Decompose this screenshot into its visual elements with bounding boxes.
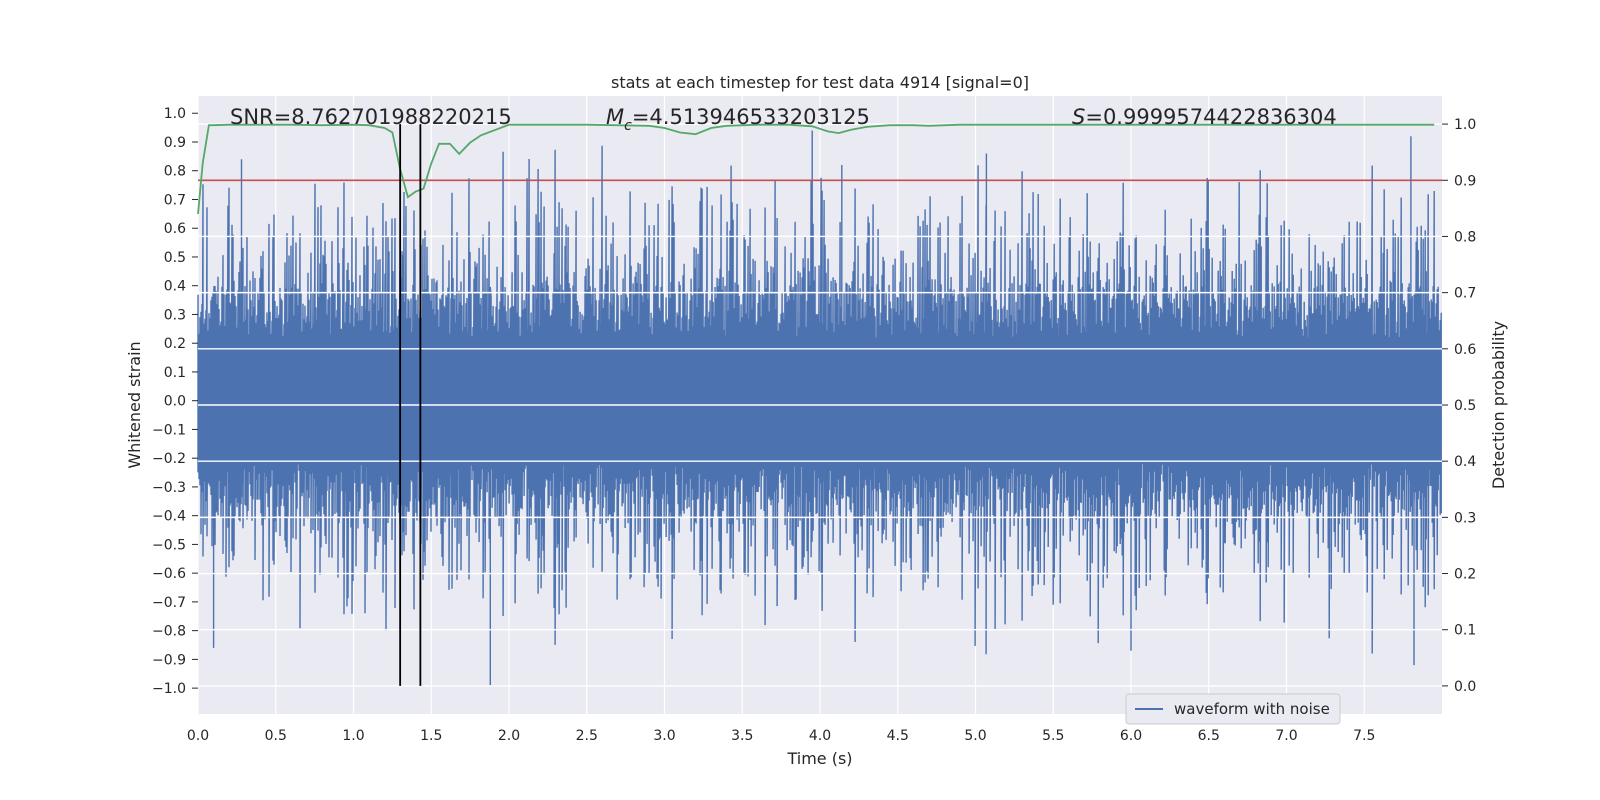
y-tick-label-right: 0.8 (1454, 229, 1476, 245)
x-tick-label: 3.0 (653, 728, 675, 744)
legend: waveform with noise (1125, 693, 1341, 725)
y-tick-label-left: −0.2 (152, 451, 186, 467)
y-tick-label-left: −0.7 (152, 595, 186, 611)
y-tick-label-left: −1.0 (152, 681, 186, 697)
y-tick-label-left: 0.2 (164, 336, 186, 352)
x-tick-label: 4.5 (887, 728, 909, 744)
y-tick-label-left: 0.4 (164, 279, 186, 295)
y-tick-label-left: −0.6 (152, 566, 186, 582)
legend-box (1125, 693, 1341, 725)
y-tick-label-right: 0.9 (1454, 173, 1476, 189)
chart-title: stats at each timestep for test data 491… (611, 73, 1029, 92)
significance-annotation: S=0.9999574422836304 (1072, 105, 1337, 129)
y-tick-label-right: 0.7 (1454, 286, 1476, 302)
x-tick-label: 0.5 (265, 728, 287, 744)
y-tick-label-right: 0.0 (1454, 679, 1476, 695)
y-tick-label-left: 0.8 (164, 164, 186, 180)
y-tick-label-left: 0.0 (164, 394, 186, 410)
x-tick-label: 4.0 (809, 728, 831, 744)
x-tick-label: 3.5 (731, 728, 753, 744)
x-tick-label: 7.0 (1275, 728, 1297, 744)
y-tick-label-left: 0.7 (164, 192, 186, 208)
x-tick-label: 5.0 (964, 728, 986, 744)
x-tick-label: 6.5 (1198, 728, 1220, 744)
x-tick-label: 6.0 (1120, 728, 1142, 744)
x-tick-label: 1.0 (342, 728, 364, 744)
snr-annotation: SNR=8.762701988220215 (230, 105, 512, 129)
y-tick-label-right: 0.4 (1454, 454, 1476, 470)
x-tick-label: 0.0 (187, 728, 209, 744)
y-tick-label-left: −0.9 (152, 652, 186, 668)
y-tick-label-right: 0.2 (1454, 567, 1476, 583)
x-tick-label: 7.5 (1353, 728, 1375, 744)
chirp-mass-annotation: Mc=4.513946533203125 (606, 105, 870, 134)
y-tick-label-right: 0.3 (1454, 510, 1476, 526)
overlay-series (197, 123, 1442, 687)
x-axis-label: Time (s) (786, 749, 852, 768)
y-tick-label-right: 1.0 (1454, 117, 1476, 133)
y-axis-label-right: Detection probability (1489, 321, 1508, 489)
x-tick-label: 5.5 (1042, 728, 1064, 744)
y-tick-label-left: −0.5 (152, 537, 186, 553)
x-tick-label: 2.0 (498, 728, 520, 744)
y-tick-label-right: 0.5 (1454, 398, 1476, 414)
y-tick-label-left: −0.8 (152, 624, 186, 640)
y-tick-label-left: 0.1 (164, 365, 186, 381)
y-tick-label-left: 0.5 (164, 250, 186, 266)
y-tick-label-left: 0.9 (164, 135, 186, 151)
y-axis-label-left: Whitened strain (125, 341, 144, 468)
waveform-core (198, 348, 1442, 459)
y-tick-label-left: −0.1 (152, 422, 186, 438)
x-tick-label: 1.5 (420, 728, 442, 744)
y-tick-label-right: 0.6 (1454, 342, 1476, 358)
axes: 0.0 0.5 1.0 1.5 2.0 2.5 3.0 3.5 4.0 4.5 5.0 5.5 6.0 6… (152, 106, 1476, 744)
y-tick-label-left: 1.0 (164, 106, 186, 122)
waveform-series (197, 130, 1442, 686)
y-tick-label-right: 0.1 (1454, 623, 1476, 639)
y-tick-label-left: 0.3 (164, 307, 186, 323)
x-tick-label: 2.5 (576, 728, 598, 744)
legend-label: waveform with noise (1174, 700, 1330, 718)
y-tick-label-left: −0.4 (152, 509, 186, 525)
detection-probability-line (197, 123, 1435, 215)
y-tick-label-left: 0.6 (164, 221, 186, 237)
y-tick-label-left: −0.3 (152, 480, 186, 496)
